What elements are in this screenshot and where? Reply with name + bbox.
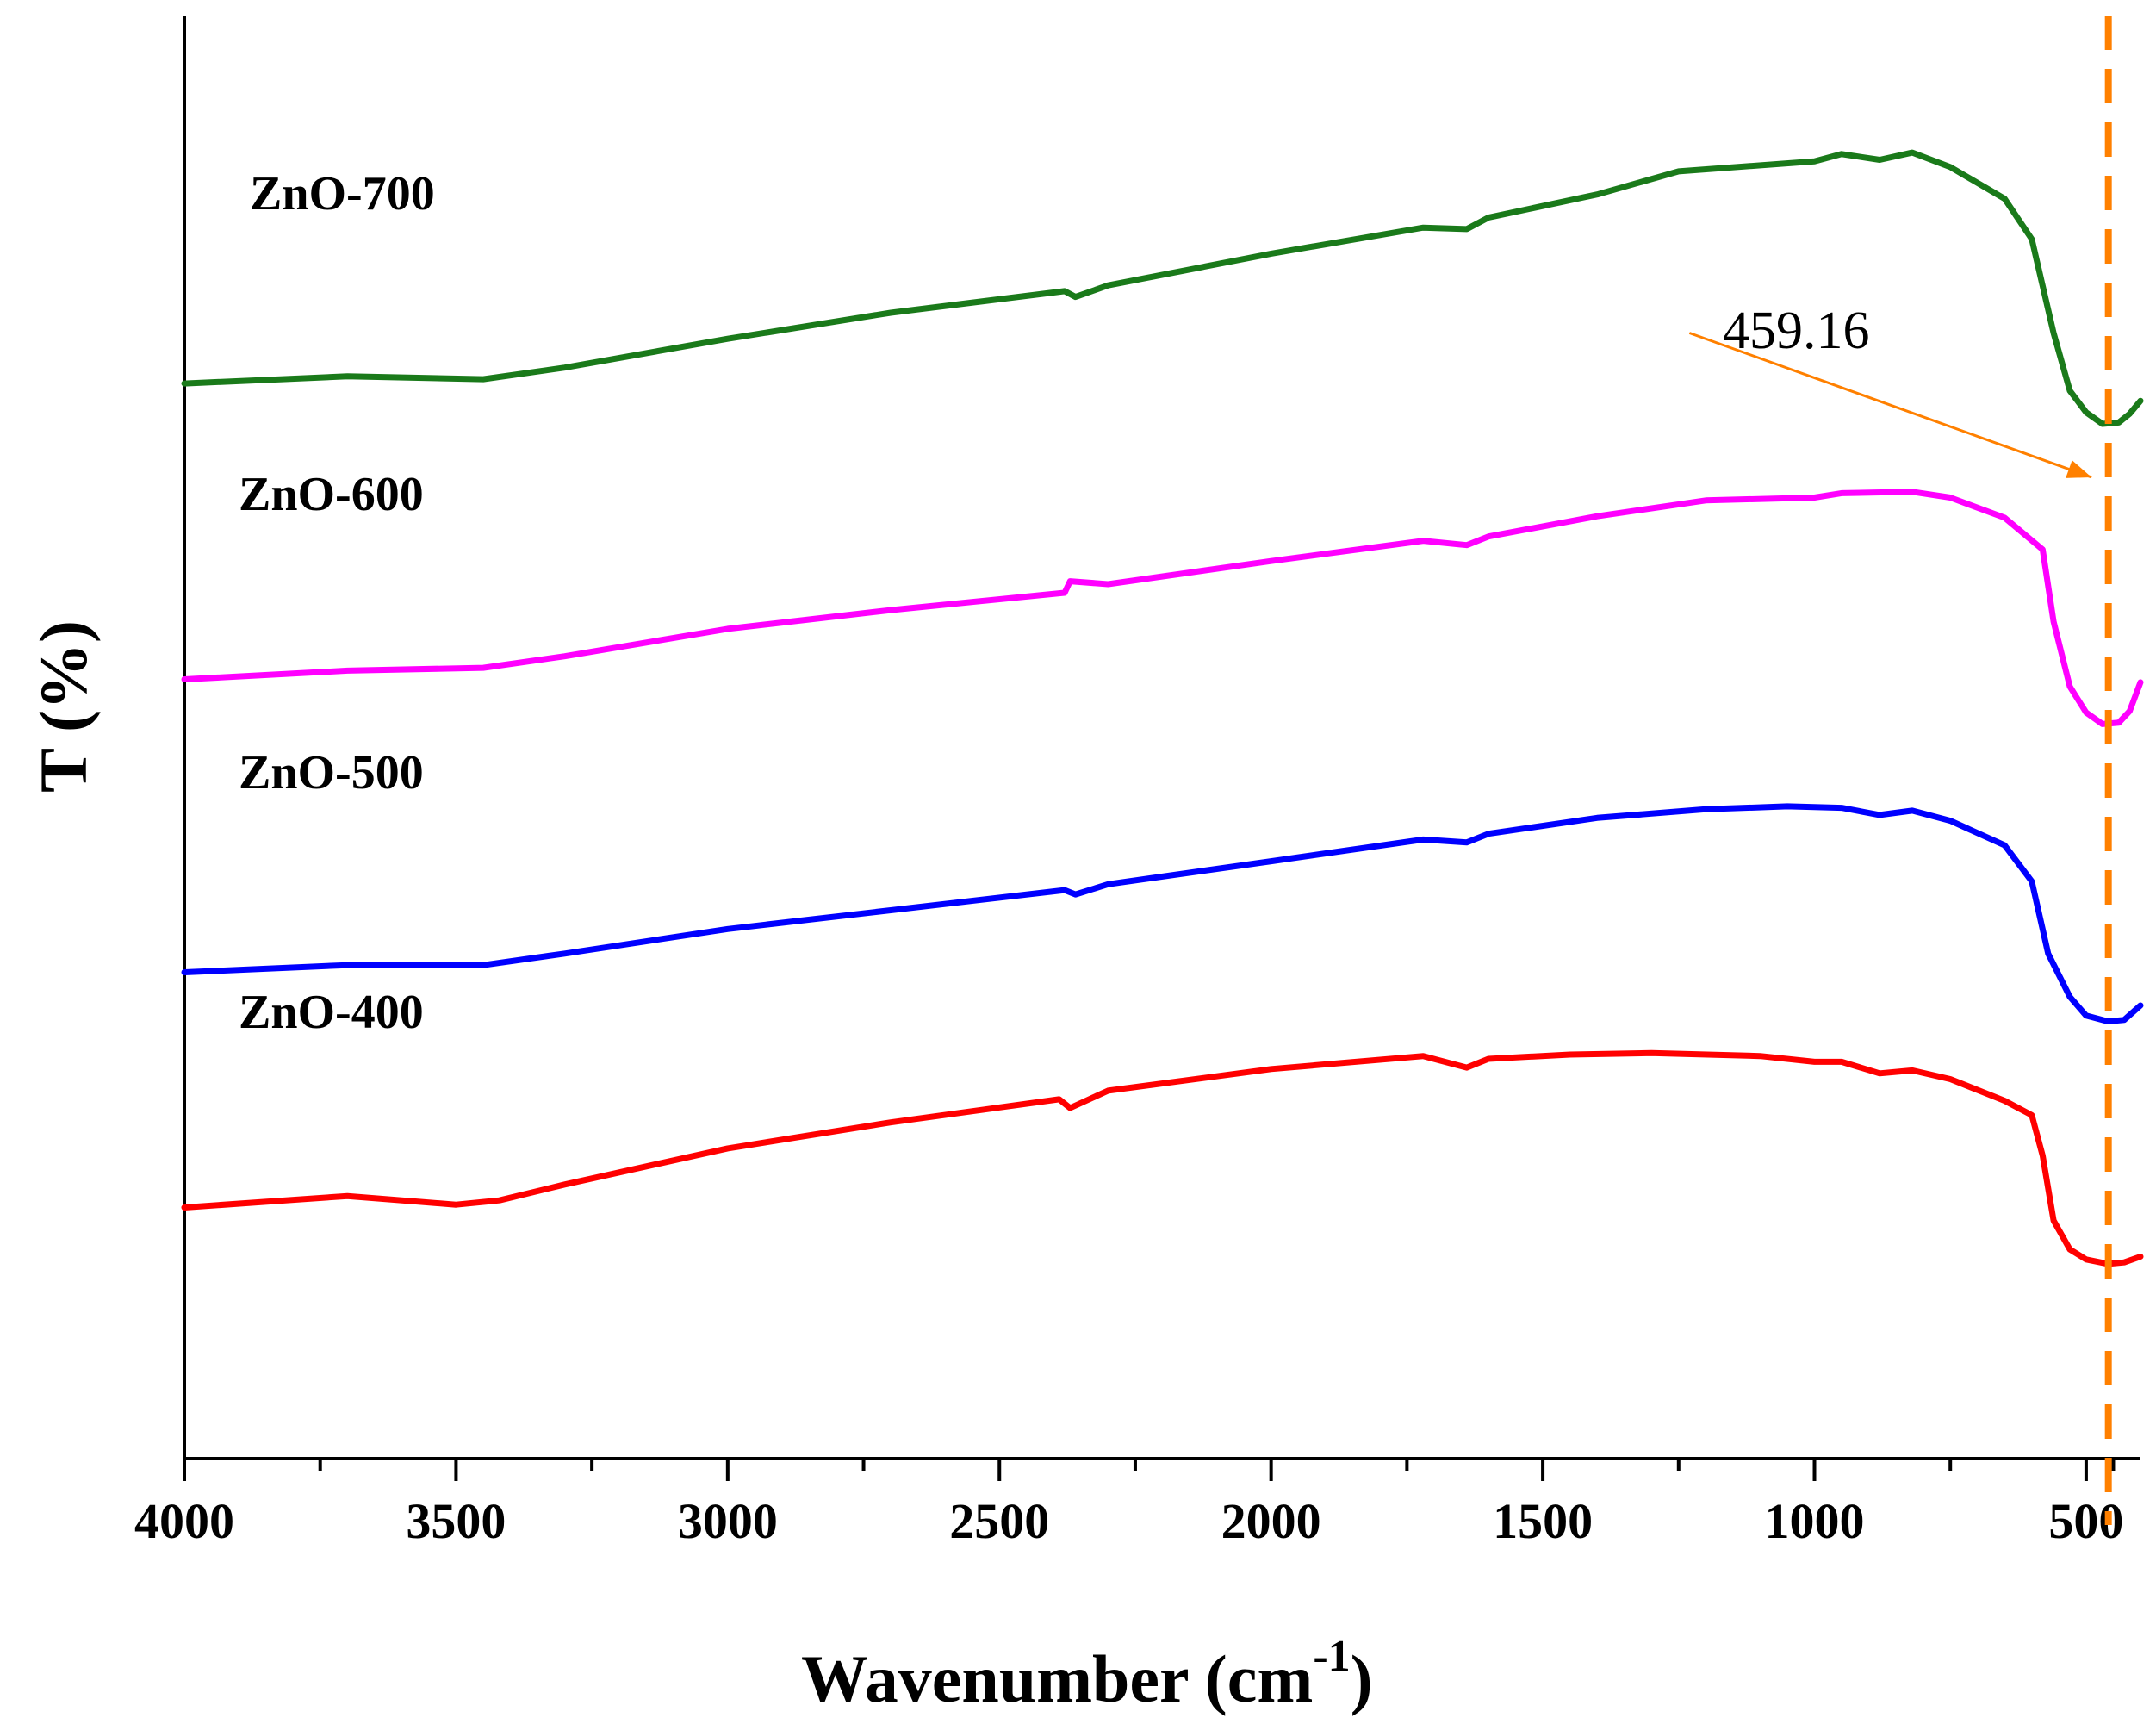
x-tick-label-3500: 3500 xyxy=(406,1493,506,1549)
x-tick-label-3000: 3000 xyxy=(678,1493,778,1549)
x-tick-label-1000: 1000 xyxy=(1765,1493,1865,1549)
x-axis-title-close: ) xyxy=(1351,1641,1373,1716)
x-tick-label-1500: 1500 xyxy=(1493,1493,1593,1549)
x-axis-title-main: Wavenumber (cm xyxy=(801,1641,1313,1716)
series-label-znO-600: ZnO-600 xyxy=(239,468,424,521)
series-label-znO-500: ZnO-500 xyxy=(239,746,424,800)
series-label-znO-700: ZnO-700 xyxy=(250,167,435,221)
series-line-zno-600 xyxy=(181,489,2144,727)
peak-annotation-label: 459.16 xyxy=(1723,302,1870,360)
peak-arrow-line xyxy=(1688,332,2092,479)
x-axis-title: Wavenumber (cm-1) xyxy=(801,1632,1373,1716)
annotations xyxy=(1688,16,2112,1525)
peak-arrow-head xyxy=(2066,460,2092,478)
x-axis-ticks: 4000 3500 3000 2500 2000 1500 1000 500 xyxy=(134,1459,2123,1549)
y-axis-title: T (%) xyxy=(26,620,101,793)
x-tick-label-500: 500 xyxy=(2048,1493,2123,1549)
x-tick-label-2000: 2000 xyxy=(1221,1493,1321,1549)
x-tick-label-4000: 4000 xyxy=(134,1493,234,1549)
series-line-zno-400 xyxy=(181,1049,2144,1267)
series-lines xyxy=(181,149,2144,1267)
series-line-zno-700 xyxy=(181,149,2144,427)
x-tick-label-2500: 2500 xyxy=(949,1493,1049,1549)
x-axis-title-sup: -1 xyxy=(1313,1632,1350,1681)
series-label-znO-400: ZnO-400 xyxy=(239,986,424,1039)
series-line-zno-500 xyxy=(181,803,2144,1024)
